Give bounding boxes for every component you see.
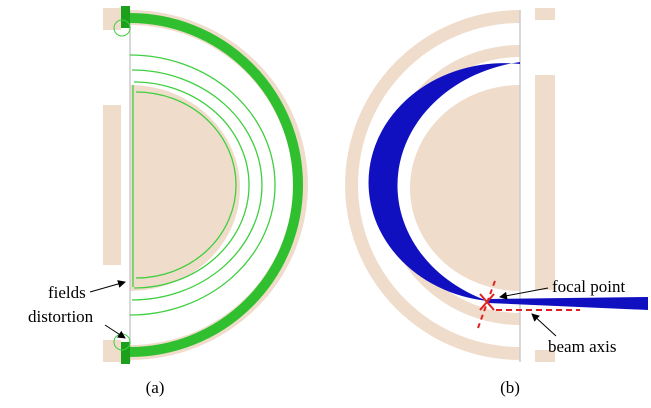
coil bbox=[121, 6, 130, 28]
coil bbox=[121, 342, 130, 364]
side-slab bbox=[103, 340, 121, 362]
caption: (a) bbox=[146, 378, 165, 397]
page: fields distortion (a) focal point beam a… bbox=[0, 0, 651, 408]
core bbox=[130, 85, 240, 291]
arrow bbox=[532, 314, 556, 336]
panel-a: fields distortion (a) bbox=[28, 6, 308, 397]
arrow bbox=[90, 282, 125, 292]
side-slab bbox=[535, 75, 555, 290]
side-slab bbox=[103, 8, 121, 30]
side-slab bbox=[103, 105, 121, 265]
arrow bbox=[105, 325, 125, 338]
beam-tail bbox=[488, 297, 648, 310]
annotation: fields bbox=[48, 283, 86, 302]
core bbox=[410, 85, 520, 291]
annotation: beam axis bbox=[548, 337, 616, 356]
figure: fields distortion (a) focal point beam a… bbox=[0, 0, 651, 408]
annotation: distortion bbox=[28, 307, 94, 326]
side-slab bbox=[535, 8, 555, 20]
panel-b: focal point beam axis (b) bbox=[345, 8, 648, 397]
annotation: focal point bbox=[552, 277, 625, 296]
caption: (b) bbox=[500, 378, 520, 397]
